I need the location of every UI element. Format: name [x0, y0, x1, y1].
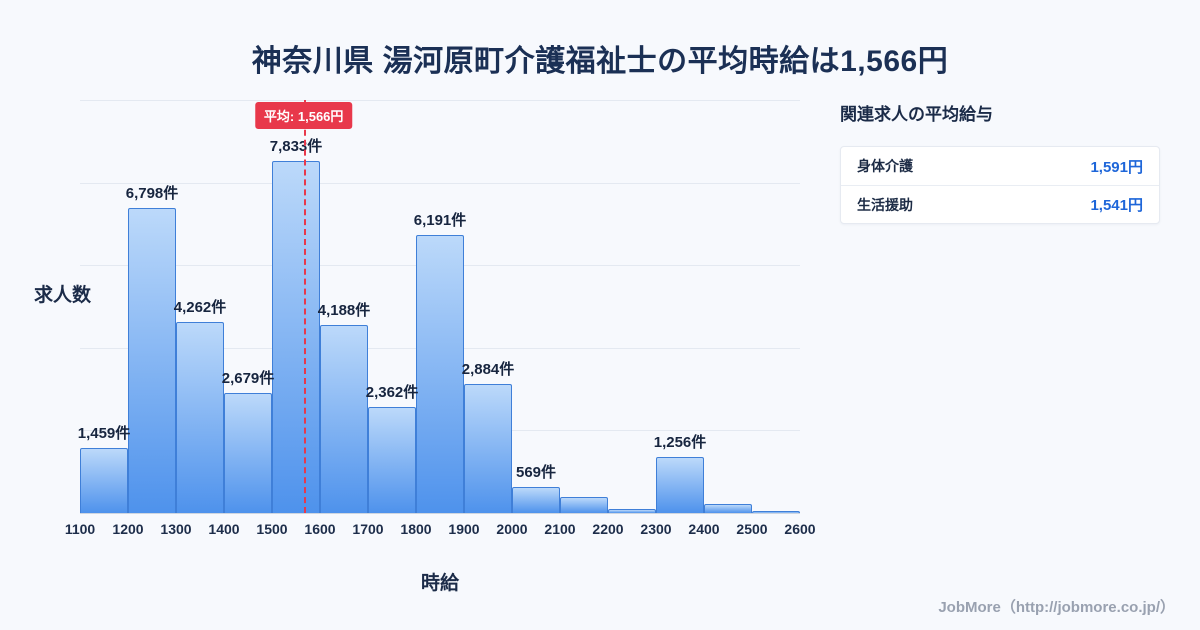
bar-value-label: 6,798件: [125, 184, 179, 202]
bar-value-label: 2,362件: [365, 383, 419, 401]
x-tick-label: 2400: [688, 521, 720, 537]
x-tick-label: 1700: [352, 521, 384, 537]
x-tick-label: 2600: [784, 521, 816, 537]
related-jobs-card: 身体介護 1,591円 生活援助 1,541円: [840, 146, 1160, 224]
histogram-bar: [752, 510, 800, 513]
histogram-bar: [176, 321, 224, 513]
x-tick-label: 2100: [544, 521, 576, 537]
x-axis-line: [80, 513, 800, 514]
histogram-bar: [704, 503, 752, 513]
related-job-value: 1,541円: [1090, 197, 1143, 214]
y-axis-label: 求人数: [34, 285, 92, 306]
bar-value-label: 6,191件: [413, 212, 467, 230]
bar-value-label: 1,256件: [653, 433, 707, 451]
related-job-label: 生活援助: [857, 196, 913, 213]
related-job-value: 1,591円: [1090, 158, 1143, 176]
bar-value-label: 2,679件: [221, 369, 275, 387]
bar-value-label: 2,884件: [461, 360, 515, 378]
bar-value-label: 4,262件: [173, 298, 227, 316]
x-tick-label: 1200: [112, 521, 144, 537]
x-tick-label: 1900: [448, 521, 480, 537]
x-tick-label: 2300: [640, 521, 672, 537]
side-panel-title: 関連求人の平均給与: [840, 105, 993, 124]
x-tick-label: 1300: [160, 521, 192, 537]
histogram-bar: [320, 325, 368, 513]
table-row: 身体介護 1,591円: [841, 147, 1159, 185]
histogram-bar: [416, 235, 464, 513]
x-tick-label: 1100: [64, 521, 96, 537]
bar-value-label: 4,188件: [317, 302, 371, 319]
plot-area: 平均: 1,566円 1,459件 6,798件 4,262件 2,679件 7,833…: [77, 100, 800, 514]
x-tick-label: 1800: [400, 521, 432, 537]
x-tick-label: 1400: [208, 521, 240, 537]
mean-badge: 平均: 1,566円: [254, 102, 353, 129]
table-row: 生活援助 1,541円: [841, 185, 1159, 223]
side-panel: 関連求人の平均給与 身体介護 1,591円 生活援助 1,541円: [840, 100, 1160, 224]
page-title: 神奈川県 湯河原町介護福祉士の平均時給は1,566円: [251, 45, 949, 78]
gridline: [80, 182, 800, 184]
x-tick-label: 1500: [256, 521, 288, 537]
x-tick-label: 2000: [496, 521, 528, 537]
mean-line: [303, 100, 306, 513]
bar-value-label: 7,833件: [269, 138, 323, 156]
x-tick-label: 2500: [736, 521, 768, 537]
histogram-bar: [656, 456, 704, 513]
histogram-bar: [224, 392, 272, 513]
histogram-bar: [272, 161, 320, 513]
bar-value-label: 1,459件: [77, 424, 131, 442]
histogram-bar: [368, 406, 416, 513]
x-tick-label: 1600: [304, 521, 336, 537]
x-axis-ticks: 1100 1200 1300 1400 1500 1600 1700 1800 1900 2000…: [65, 521, 816, 541]
related-job-label: 身体介護: [857, 158, 913, 174]
x-tick-label: 2200: [592, 521, 624, 537]
histogram-bar: [128, 207, 176, 513]
histogram-bar: [512, 487, 560, 513]
bar-value-label: 569件: [515, 464, 557, 482]
histogram-bar: [608, 509, 656, 513]
x-axis-label: 時給: [420, 573, 459, 594]
footer-credit: JobMore（http://jobmore.co.jp/）: [938, 599, 1175, 616]
histogram-bar: [80, 447, 128, 513]
histogram-bar: [560, 497, 608, 513]
gridline: [80, 100, 800, 101]
histogram-bar: [464, 383, 512, 513]
